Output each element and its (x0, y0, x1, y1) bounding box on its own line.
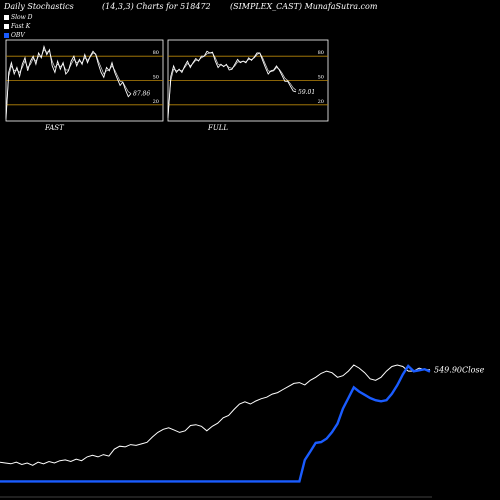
chart-header-left: Daily Stochastics (4, 2, 74, 11)
fast-value-label: 87.86 (133, 90, 150, 97)
full-tick-label-20: 20 (318, 99, 324, 105)
legend-label-slow-d: Slow D (11, 14, 33, 21)
close-price-line (0, 364, 431, 466)
fast-tick-label-80: 80 (153, 50, 159, 56)
legend-item-slow-d: Slow D (4, 13, 33, 22)
close-value-label: 549.90Close (434, 366, 485, 375)
fast-tick-label-20: 20 (153, 99, 159, 105)
obv-line (0, 364, 431, 483)
fast-tick-label-50: 50 (153, 75, 159, 81)
legend-swatch-fast-k (4, 24, 9, 29)
legend-swatch-slow-d (4, 15, 9, 20)
fast-series-slow-d (5, 49, 132, 118)
full-series-slow-d (167, 52, 297, 117)
legend-swatch-obv (4, 33, 9, 38)
legend: Slow D Fast K OBV (4, 13, 33, 40)
legend-label-fast-k: Fast K (11, 23, 31, 30)
chart-header-middle: (14,3,3) Charts for 518472 (102, 2, 211, 11)
chart-header-right: (SIMPLEX_CAST) MunafaSutra.com (230, 2, 378, 11)
full-tick-label-50: 50 (318, 75, 324, 81)
legend-label-obv: OBV (11, 32, 25, 39)
legend-item-obv: OBV (4, 31, 33, 40)
full-tick-label-80: 80 (318, 50, 324, 56)
fast-panel-label: FAST (44, 124, 65, 132)
full-value-label: 59.01 (298, 89, 315, 96)
legend-item-fast-k: Fast K (4, 22, 33, 31)
full-panel-label: FULL (207, 124, 228, 132)
